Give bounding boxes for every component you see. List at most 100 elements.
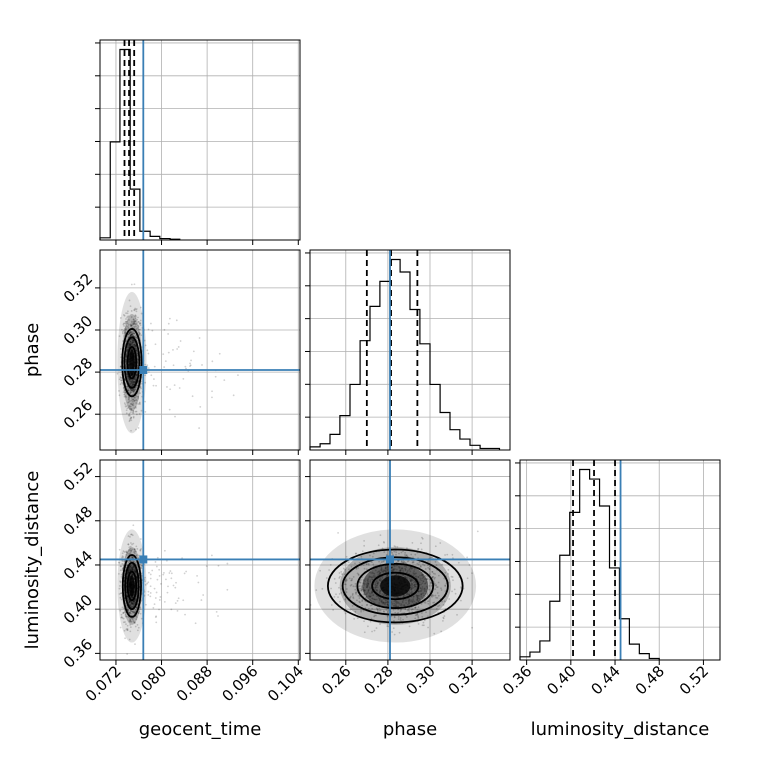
scatter-point	[128, 380, 131, 383]
scatter-point	[408, 568, 411, 571]
scatter-point	[128, 546, 131, 549]
scatter-point	[129, 603, 132, 605]
scatter-point	[361, 585, 363, 587]
scatter-point	[126, 595, 129, 598]
scatter-point	[128, 549, 131, 552]
scatter-point	[367, 576, 370, 579]
scatter-point	[134, 609, 136, 612]
scatter-point	[131, 341, 134, 344]
scatter-point	[437, 605, 439, 608]
contour-line	[126, 570, 138, 602]
scatter-point	[129, 342, 132, 345]
scatter-point	[375, 614, 377, 617]
scatter-point	[417, 594, 419, 597]
scatter-point	[426, 587, 429, 590]
scatter-point	[409, 578, 412, 581]
scatter-point	[383, 551, 386, 553]
scatter-point	[391, 569, 393, 572]
scatter-point	[425, 588, 427, 591]
scatter-point	[417, 590, 420, 593]
scatter-point	[120, 565, 123, 568]
scatter-point	[421, 624, 424, 627]
scatter-point	[149, 595, 152, 598]
scatter-point	[396, 564, 399, 567]
scatter-point	[132, 390, 135, 393]
scatter-point	[129, 414, 131, 417]
scatter-point	[127, 568, 130, 571]
scatter-point	[404, 568, 407, 571]
scatter-point	[378, 591, 381, 593]
scatter-point	[127, 325, 129, 328]
scatter-point	[177, 346, 180, 348]
scatter-point	[353, 617, 356, 620]
scatter-point	[376, 608, 379, 611]
scatter-point	[130, 549, 132, 552]
scatter-point	[130, 601, 133, 604]
scatter-point	[130, 557, 133, 559]
scatter-point	[398, 567, 401, 570]
x-axis-label-geocent_time: geocent_time	[139, 719, 262, 740]
scatter-point	[392, 568, 395, 571]
scatter-point	[367, 625, 369, 628]
scatter-point	[361, 550, 364, 553]
scatter-point	[402, 561, 405, 564]
scatter-point	[410, 579, 413, 581]
scatter-point	[365, 604, 368, 606]
x-tick-label: 0.48	[632, 662, 668, 698]
scatter-point	[134, 570, 136, 573]
scatter-point	[134, 550, 137, 553]
scatter-point	[382, 540, 385, 543]
scatter-point	[128, 419, 131, 422]
scatter-point	[367, 578, 370, 581]
scatter-point	[434, 588, 437, 591]
scatter-point	[128, 343, 131, 345]
scatter-point	[132, 384, 134, 387]
scatter-point	[370, 604, 373, 607]
scatter-point	[349, 596, 352, 599]
scatter-point	[155, 615, 158, 618]
scatter-point	[128, 405, 131, 408]
scatter-point	[154, 343, 157, 346]
scatter-point	[122, 313, 125, 316]
scatter-point	[130, 381, 133, 383]
scatter-point	[121, 606, 124, 609]
scatter-point	[133, 569, 136, 572]
scatter-point	[139, 332, 141, 335]
contour-line	[371, 571, 420, 601]
scatter-point	[349, 608, 352, 611]
scatter-point	[129, 334, 132, 337]
scatter-point	[369, 595, 371, 598]
scatter-point	[175, 581, 177, 584]
scatter-point	[144, 344, 147, 347]
scatter-point	[134, 571, 137, 573]
scatter-point	[408, 599, 410, 602]
scatter-point	[397, 618, 400, 621]
scatter-point	[371, 630, 373, 633]
scatter-point	[427, 602, 430, 605]
scatter-point	[129, 407, 132, 410]
scatter-point	[130, 416, 133, 419]
scatter-point	[131, 323, 134, 325]
scatter-point	[131, 380, 133, 383]
scatter-point	[130, 324, 132, 327]
scatter-point	[406, 603, 409, 606]
scatter-point	[129, 325, 132, 328]
scatter-point	[438, 604, 441, 607]
scatter-point	[127, 552, 129, 555]
scatter-point	[130, 620, 133, 623]
scatter-point	[397, 560, 400, 563]
scatter-point	[128, 600, 131, 603]
scatter-point	[136, 548, 139, 550]
scatter-point	[132, 318, 135, 321]
scatter-point	[400, 567, 403, 570]
scatter-point	[407, 600, 410, 603]
scatter-point	[361, 599, 364, 601]
scatter-point	[132, 556, 134, 559]
scatter-point	[139, 322, 141, 325]
scatter-point	[118, 548, 121, 551]
scatter-point	[412, 574, 415, 577]
scatter-point	[130, 567, 133, 570]
scatter-point	[185, 570, 188, 573]
scatter-point	[380, 600, 383, 603]
scatter-point	[144, 411, 147, 413]
